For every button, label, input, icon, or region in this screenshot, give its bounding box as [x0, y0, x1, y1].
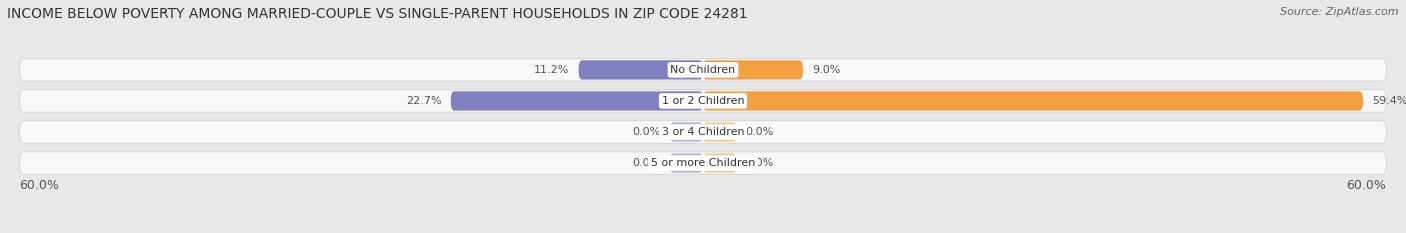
FancyBboxPatch shape — [669, 122, 703, 142]
Text: 59.4%: 59.4% — [1372, 96, 1406, 106]
Text: 5 or more Children: 5 or more Children — [651, 158, 755, 168]
Text: 0.0%: 0.0% — [745, 127, 773, 137]
FancyBboxPatch shape — [578, 60, 703, 79]
FancyBboxPatch shape — [20, 59, 1386, 81]
Text: 0.0%: 0.0% — [745, 158, 773, 168]
Text: 60.0%: 60.0% — [1347, 179, 1386, 192]
Text: 0.0%: 0.0% — [633, 158, 661, 168]
Text: Source: ZipAtlas.com: Source: ZipAtlas.com — [1281, 7, 1399, 17]
Text: 3 or 4 Children: 3 or 4 Children — [662, 127, 744, 137]
Text: 0.0%: 0.0% — [633, 127, 661, 137]
FancyBboxPatch shape — [20, 152, 1386, 174]
Text: 11.2%: 11.2% — [534, 65, 569, 75]
FancyBboxPatch shape — [703, 122, 737, 142]
FancyBboxPatch shape — [703, 91, 1362, 111]
Text: INCOME BELOW POVERTY AMONG MARRIED-COUPLE VS SINGLE-PARENT HOUSEHOLDS IN ZIP COD: INCOME BELOW POVERTY AMONG MARRIED-COUPL… — [7, 7, 748, 21]
FancyBboxPatch shape — [703, 154, 737, 173]
FancyBboxPatch shape — [703, 60, 803, 79]
Text: 60.0%: 60.0% — [20, 179, 59, 192]
FancyBboxPatch shape — [451, 91, 703, 111]
Text: 1 or 2 Children: 1 or 2 Children — [662, 96, 744, 106]
FancyBboxPatch shape — [20, 90, 1386, 112]
Text: No Children: No Children — [671, 65, 735, 75]
FancyBboxPatch shape — [669, 154, 703, 173]
Text: 22.7%: 22.7% — [406, 96, 441, 106]
Text: 9.0%: 9.0% — [811, 65, 841, 75]
FancyBboxPatch shape — [20, 121, 1386, 143]
